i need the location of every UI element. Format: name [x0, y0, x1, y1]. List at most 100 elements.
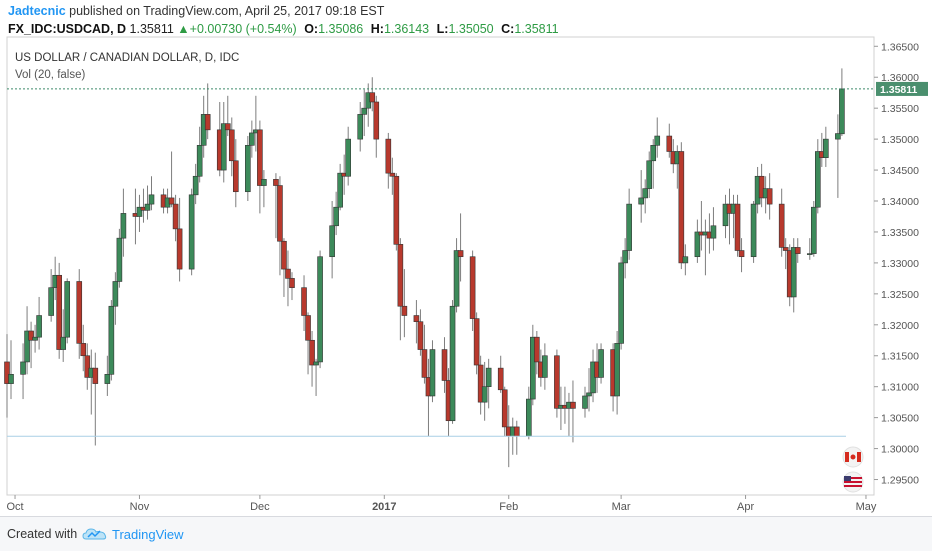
- candle-up: [710, 225, 717, 239]
- volume-indicator-label[interactable]: Vol (20, false): [15, 69, 85, 81]
- candle-up: [526, 398, 532, 437]
- us-flag-icon: [844, 476, 851, 481]
- candle-down: [441, 349, 448, 381]
- author-link[interactable]: Jadtecnic: [8, 4, 66, 18]
- candle-down: [228, 129, 235, 162]
- created-with-text: Created with: [7, 527, 78, 541]
- candle-up: [60, 336, 66, 350]
- candle-up: [245, 145, 251, 193]
- last-price-value: 1.35811: [129, 22, 174, 36]
- low-label: L:: [436, 22, 449, 36]
- candle-up: [823, 138, 829, 158]
- candle-up: [313, 361, 319, 366]
- last-price-tag-label: 1.35811: [880, 84, 918, 96]
- candle-down: [232, 160, 239, 193]
- candle-up: [337, 172, 343, 208]
- candle-up: [220, 123, 227, 171]
- candle-up: [249, 132, 255, 146]
- candle-up: [148, 194, 155, 205]
- candle-up: [317, 256, 323, 363]
- candle-up: [694, 231, 701, 258]
- price-axis-label: 1.30000: [881, 444, 919, 456]
- high-label: H:: [370, 22, 384, 36]
- candle-up: [112, 281, 119, 307]
- candle-down: [373, 101, 380, 140]
- candle-up: [598, 349, 604, 378]
- candle-down: [570, 401, 576, 409]
- candle-up: [750, 203, 757, 258]
- candle-down: [28, 330, 34, 341]
- price-axis-label: 1.35000: [881, 134, 919, 146]
- candle-up: [64, 281, 71, 338]
- time-axis[interactable]: Oct Nov Dec 2017 Feb Mar Apr May: [6, 495, 877, 513]
- candle-up: [790, 247, 797, 298]
- candle-down: [301, 287, 307, 316]
- candle-up: [626, 203, 632, 251]
- candle-down: [666, 135, 673, 152]
- publication-line: Jadtecnic published on TradingView.com, …: [8, 4, 384, 18]
- candle-up: [481, 386, 488, 403]
- price-axis-label: 1.32500: [881, 289, 919, 301]
- candle-up: [646, 160, 653, 189]
- footer-bar: Created with TradingView: [0, 516, 932, 551]
- candle-series: [4, 68, 845, 468]
- time-axis-label: 2017: [372, 501, 396, 513]
- candle-up: [586, 392, 592, 397]
- currency-flags-widget[interactable]: [842, 446, 864, 493]
- candle-up: [192, 175, 199, 196]
- price-axis[interactable]: 1.29500 1.30000 1.30500 1.31000 1.31500 1.320…: [874, 41, 919, 487]
- candle-up: [196, 145, 203, 177]
- price-axis-label: 1.34000: [881, 196, 919, 208]
- price-axis-label: 1.36000: [881, 72, 919, 84]
- close-value: 1.35811: [514, 22, 559, 36]
- candle-down: [473, 318, 480, 366]
- price-axis-label: 1.29500: [881, 475, 919, 487]
- candle-up: [622, 250, 628, 264]
- candle-up: [261, 179, 267, 186]
- published-text: published on TradingView.com, April 25, …: [69, 4, 385, 18]
- price-axis-label: 1.33500: [881, 227, 919, 239]
- candle-up: [104, 374, 111, 384]
- candle-down: [172, 203, 179, 230]
- candle-down: [469, 256, 476, 319]
- candle-up: [638, 197, 644, 205]
- candle-up: [722, 203, 729, 227]
- candle-down: [513, 426, 520, 437]
- last-price-tag: [876, 81, 928, 96]
- chart-title: US DOLLAR / CANADIAN DOLLAR, D, IDC: [15, 52, 239, 64]
- candle-down: [281, 240, 287, 270]
- candle-up: [682, 256, 689, 264]
- candle-up: [650, 145, 657, 162]
- candle-down: [80, 343, 87, 357]
- price-axis-label: 1.33000: [881, 258, 919, 270]
- candle-up: [108, 305, 115, 375]
- tradingview-brand-link[interactable]: TradingView: [112, 527, 184, 542]
- close-label: C:: [501, 22, 515, 36]
- price-axis-label: 1.30500: [881, 413, 919, 425]
- price-change: ▲+0.00730 (+0.54%): [177, 22, 297, 36]
- candle-down: [385, 138, 392, 174]
- candle-down: [421, 349, 428, 378]
- candle-down: [305, 315, 311, 341]
- candle-up: [642, 188, 649, 199]
- candle-up: [835, 133, 841, 140]
- candle-down: [401, 305, 408, 316]
- candle-up: [136, 206, 143, 217]
- candle-down: [84, 355, 91, 378]
- candle-down: [204, 114, 211, 131]
- price-axis-label: 1.34500: [881, 165, 919, 177]
- time-axis-label: Oct: [6, 501, 23, 513]
- candle-down: [534, 336, 540, 363]
- candle-down: [457, 250, 464, 258]
- candle-up: [614, 343, 620, 397]
- candle-down: [257, 129, 263, 186]
- symbol-label[interactable]: FX_IDC:USDCAD, D: [8, 22, 127, 36]
- candle-down: [92, 367, 99, 384]
- candle-down: [678, 151, 685, 264]
- price-axis-label: 1.36500: [881, 41, 919, 53]
- price-axis-label: 1.35500: [881, 103, 919, 115]
- candle-up: [144, 203, 151, 211]
- time-axis-label: Dec: [250, 501, 270, 513]
- candle-down: [738, 250, 745, 258]
- candle-up: [36, 315, 42, 338]
